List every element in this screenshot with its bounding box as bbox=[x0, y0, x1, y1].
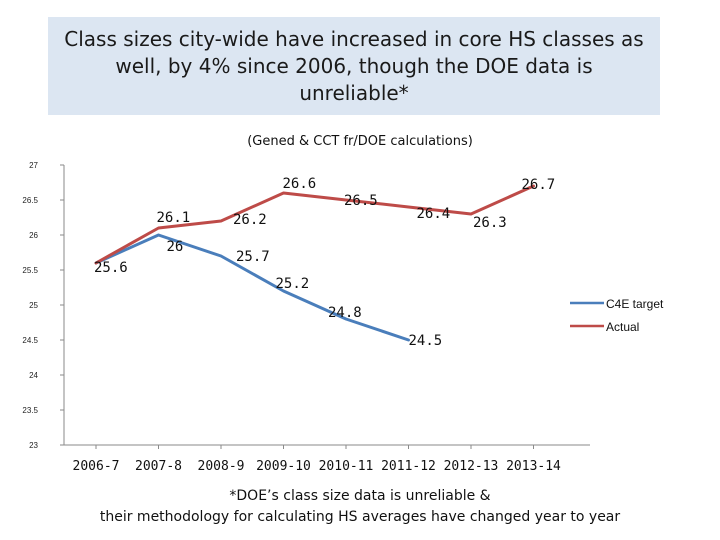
y-tick-label: 25 bbox=[29, 301, 38, 310]
legend-label-target: C4E target bbox=[606, 297, 664, 311]
series-line-actual bbox=[94, 184, 535, 265]
y-tick-label: 26 bbox=[29, 231, 38, 240]
y-tick-label: 26.5 bbox=[22, 196, 38, 205]
data-label: 26.2 bbox=[233, 212, 267, 228]
data-label: 26.5 bbox=[344, 193, 378, 209]
y-tick-label: 23.5 bbox=[22, 406, 38, 415]
series-line-target bbox=[94, 233, 410, 342]
data-label: 26 bbox=[167, 239, 184, 255]
data-label: 25.7 bbox=[236, 249, 270, 265]
data-label: 24.5 bbox=[409, 333, 443, 349]
data-label: 26.1 bbox=[157, 210, 191, 226]
x-tick-label: 2011-12 bbox=[381, 459, 436, 474]
data-label: 24.8 bbox=[328, 305, 362, 321]
y-tick-label: 23 bbox=[29, 441, 38, 450]
data-label: 26.3 bbox=[473, 215, 507, 231]
title-box: Class sizes city-wide have increased in … bbox=[48, 17, 660, 115]
x-tick-label: 2012-13 bbox=[444, 459, 499, 474]
x-tick-label: 2008-9 bbox=[198, 459, 245, 474]
legend-label-actual: Actual bbox=[606, 320, 639, 334]
y-tick-label: 24 bbox=[29, 371, 38, 380]
chart-subtitle: (Gened & CCT fr/DOE calculations) bbox=[247, 134, 473, 149]
x-tick-label: 2007-8 bbox=[135, 459, 182, 474]
footnote-line-1: *DOE’s class size data is unreliable & bbox=[229, 488, 491, 504]
chart-title: Class sizes city-wide have increased in … bbox=[64, 26, 644, 105]
x-tick-label: 2010-11 bbox=[319, 459, 374, 474]
footnote: *DOE’s class size data is unreliable & t… bbox=[60, 486, 660, 528]
data-label: 25.6 bbox=[94, 260, 128, 276]
x-tick-label: 2009-10 bbox=[256, 459, 311, 474]
y-tick-label: 27 bbox=[29, 161, 38, 170]
footnote-line-2: their methodology for calculating HS ave… bbox=[99, 509, 621, 525]
data-label: 26.7 bbox=[522, 177, 556, 193]
x-tick-label: 2006-7 bbox=[73, 459, 120, 474]
data-label: 26.6 bbox=[283, 176, 317, 192]
x-tick-label: 2013-14 bbox=[506, 459, 561, 474]
y-tick-label: 25.5 bbox=[22, 266, 38, 275]
data-label: 26.4 bbox=[417, 206, 451, 222]
y-tick-label: 24.5 bbox=[22, 336, 38, 345]
data-label: 25.2 bbox=[276, 276, 310, 292]
